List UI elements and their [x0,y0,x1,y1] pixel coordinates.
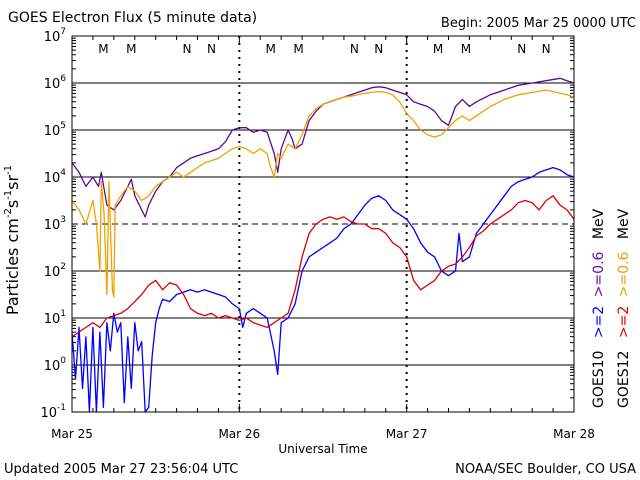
legend-goes12-label: GOES12 [616,351,632,408]
grid-layer [71,36,575,412]
y-axis-label-exp1: -2 [3,208,14,218]
begin-label: Begin: 2005 Mar 25 0000 UTC [441,16,636,31]
noon-midnight-marker: N [183,42,192,56]
y-tick-label: 10-1 [40,403,66,421]
y-tick-label: 107 [44,27,66,45]
legend-goes10-2mev: >=2 [591,306,607,338]
noon-midnight-marker: N [207,42,216,56]
footer-updated: Updated 2005 Mar 27 23:56:04 UTC [4,462,238,477]
y-tick-label: 106 [44,74,67,92]
x-axis-label: Universal Time [278,442,367,456]
series-line-2 [71,89,575,298]
legend-unit: MeV [591,208,607,239]
legend-col2: GOES12 >=2 >=0.6 MeV [616,208,632,408]
y-tick-label: 105 [44,121,66,139]
noon-midnight-marker: N [374,42,383,56]
legend-col1: GOES10 >=2 >=0.6 MeV [591,208,607,408]
y-axis-label-main: Particles cm [3,218,22,315]
series-layer [71,77,575,413]
footer-source: NOAA/SEC Boulder, CO USA [455,462,636,477]
noon-midnight-marker: N [517,42,526,56]
noon-midnight-marker: M [266,42,276,56]
noon-midnight-marker: N [350,42,359,56]
y-axis-label-mid1: s [3,200,22,208]
plot-frame [71,35,575,413]
x-tick-labels: Mar 25 Mar 26 Mar 27 Mar 28 [51,427,595,441]
noon-midnight-marker: M [433,42,443,56]
x-tick-label: Mar 27 [386,427,428,441]
noon-midnight-marker: M [293,42,303,56]
x-tick-label: Mar 28 [553,427,595,441]
legend-unit: MeV [616,208,632,239]
series-line-3 [71,166,575,413]
legend-goes12-06mev: >=0.6 [616,251,632,297]
chart-title: GOES Electron Flux (5 minute data) [8,10,257,26]
y-axis-label: Particles cm-2s-1sr-1 [3,165,22,315]
noon-midnight-marker: M [98,42,108,56]
legend: GOES10 >=2 >=0.6 MeV GOES12 >=2 >=0.6 Me… [591,208,632,408]
legend-goes12-2mev: >=2 [616,306,632,338]
y-tick-label: 103 [44,215,66,233]
y-axis-label-exp2: -1 [3,190,14,200]
y-tick-label: 101 [44,309,66,327]
y-tick-labels: 10-1 100 101 102 103 104 105 106 107 [40,27,66,421]
legend-goes10-06mev: >=0.6 [591,251,607,297]
legend-goes10-label: GOES10 [591,351,607,408]
noon-midnight-marker: M [126,42,136,56]
y-tick-label: 104 [44,168,67,186]
y-tick-label: 100 [44,356,67,374]
series-line-4 [71,195,575,338]
x-tick-label: Mar 25 [51,427,93,441]
series-line-1 [71,77,575,218]
noon-midnight-marker: N [542,42,551,56]
y-tick-label: 102 [44,262,66,280]
x-tick-label: Mar 26 [218,427,260,441]
y-axis-label-mid2: sr [3,175,22,190]
y-axis-label-exp3: -1 [3,165,14,175]
noon-midnight-marker: M [461,42,471,56]
